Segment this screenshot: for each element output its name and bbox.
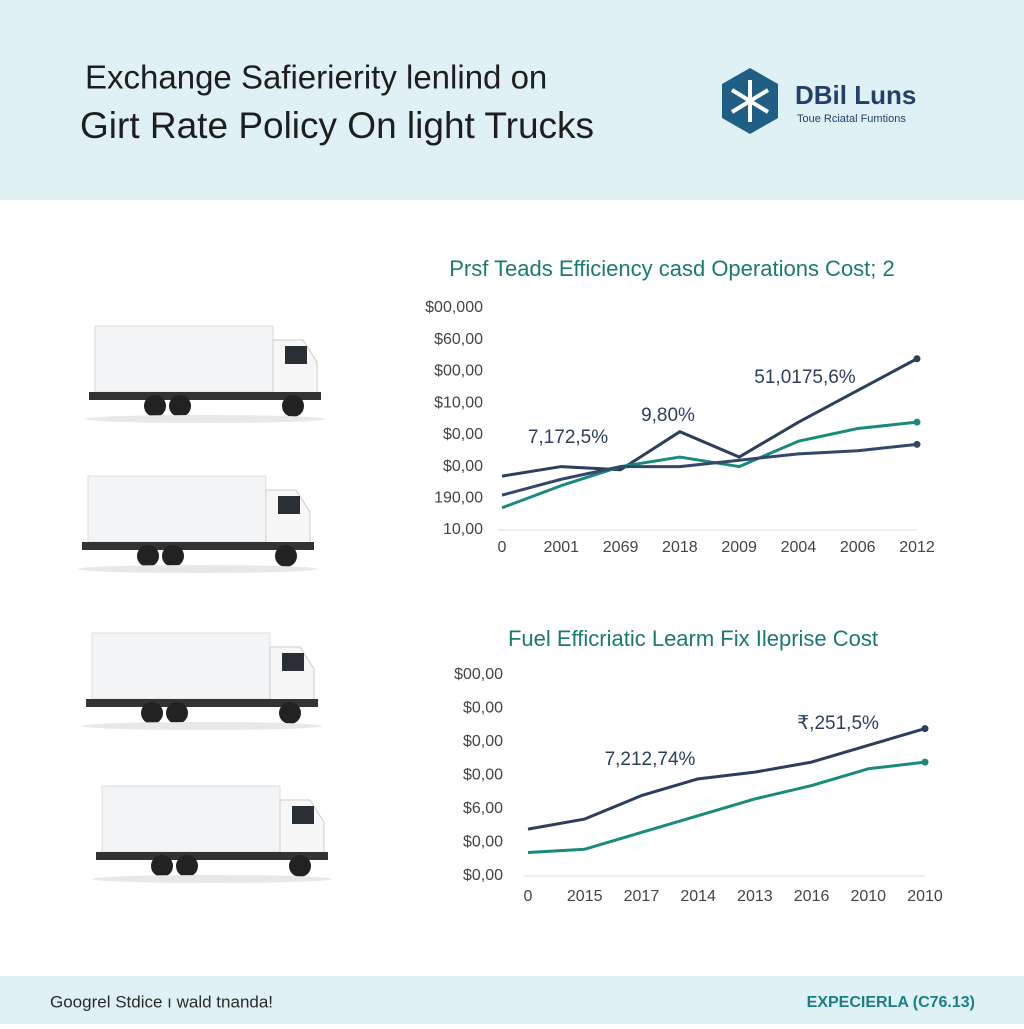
chart-title: Prsf Teads Efficiency casd Operations Co… — [449, 256, 895, 281]
y-tick-label: $0,00 — [443, 458, 483, 475]
series-end-dot — [921, 758, 929, 766]
chart-title: Fuel Efficriatic Learm Fix Ileprise Cost — [508, 626, 878, 651]
x-tick-label: 2017 — [624, 888, 660, 905]
annotation: 9,80% — [641, 405, 695, 426]
x-tick-label: 2010 — [907, 888, 943, 905]
y-tick-label: $0,00 — [463, 834, 503, 851]
series-end-dot — [913, 418, 921, 426]
x-tick-label: 2013 — [737, 888, 773, 905]
x-tick-label: 2069 — [603, 539, 639, 556]
y-tick-label: 10,00 — [443, 521, 483, 538]
annotation: 7,172,5% — [528, 427, 608, 448]
y-tick-label: 190,00 — [434, 490, 483, 507]
series-line — [527, 760, 926, 855]
y-tick-label: $0,00 — [463, 767, 503, 784]
annotation: ₹,251,5% — [797, 713, 879, 734]
x-tick-label: 2018 — [662, 539, 698, 556]
annotation: 51,0175,6% — [754, 367, 856, 388]
x-tick-label: 2006 — [840, 539, 876, 556]
series-line — [501, 420, 918, 510]
footer-band — [0, 976, 1024, 1024]
logo-star — [730, 80, 770, 122]
footer-right: EXPECIERLA (C76.13) — [807, 994, 975, 1011]
x-tick-label: 0 — [524, 888, 533, 905]
x-tick-label: 0 — [498, 539, 507, 556]
series-line — [501, 357, 918, 478]
annotation: 7,212,74% — [605, 749, 696, 770]
title-line: Exchange Safierierity lenlind on — [85, 59, 547, 96]
header-band — [0, 0, 1024, 200]
x-tick-label: 2004 — [781, 539, 817, 556]
x-tick-label: 2012 — [899, 539, 935, 556]
y-tick-label: $0,00 — [463, 733, 503, 750]
x-tick-label: 2014 — [680, 888, 716, 905]
y-tick-label: $10,00 — [434, 394, 483, 411]
y-tick-label: $00,00 — [434, 363, 483, 380]
series-line — [501, 442, 918, 497]
x-tick-label: 2015 — [567, 888, 603, 905]
logo-tagline: Toue Rciatal Fumtions — [797, 113, 906, 125]
series-line — [527, 727, 926, 831]
y-tick-label: $00,00 — [454, 666, 503, 683]
x-tick-label: 2010 — [850, 888, 886, 905]
series-end-dot — [913, 355, 921, 363]
title-line: Girt Rate Policy On light Trucks — [80, 105, 594, 146]
y-tick-label: $0,00 — [463, 867, 503, 884]
x-tick-label: 2016 — [794, 888, 830, 905]
x-tick-label: 2009 — [721, 539, 757, 556]
series-end-dot — [921, 725, 929, 733]
y-tick-label: $60,00 — [434, 331, 483, 348]
y-tick-label: $0,00 — [443, 426, 483, 443]
logo-name: DBil Luns — [795, 80, 916, 110]
y-tick-label: $0,00 — [463, 700, 503, 717]
x-tick-label: 2001 — [543, 539, 579, 556]
footer-left: Googrel Stdice ı wald tnanda! — [50, 992, 273, 1011]
y-tick-label: $00,000 — [425, 299, 483, 316]
series-end-dot — [913, 440, 921, 448]
y-tick-label: $6,00 — [463, 800, 503, 817]
